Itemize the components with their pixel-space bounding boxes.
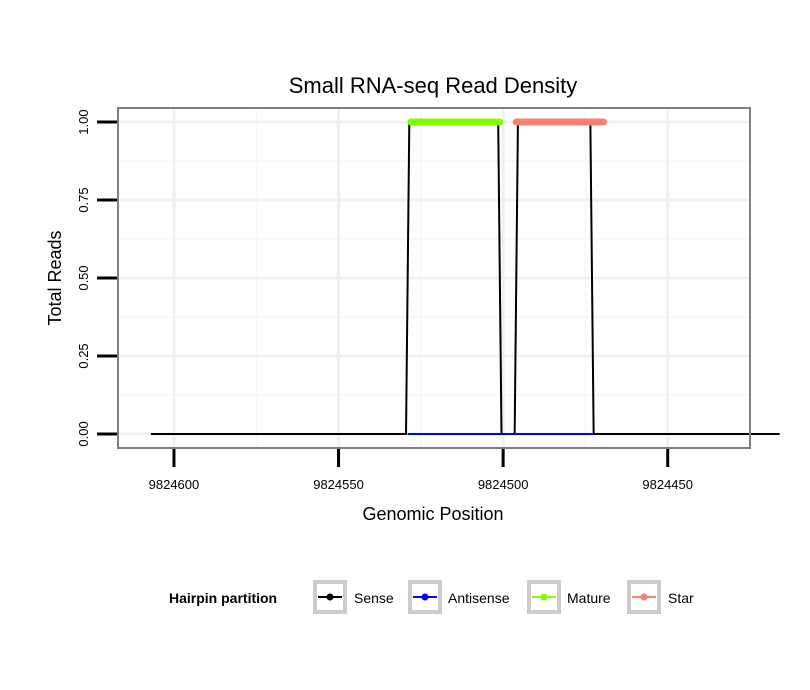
legend-item-mature: Mature bbox=[527, 580, 611, 614]
legend-title: Hairpin partition bbox=[169, 590, 277, 606]
y-tick-label-0: 0.00 bbox=[76, 421, 91, 446]
legend-item-antisense: Antisense bbox=[408, 580, 510, 614]
legend-key-point-sense bbox=[326, 593, 334, 601]
x-tick-label-0: 9824600 bbox=[149, 477, 200, 492]
legend-key-point-mature bbox=[540, 593, 548, 601]
legend-label-sense: Sense bbox=[354, 590, 394, 606]
legend-label-mature: Mature bbox=[567, 590, 611, 606]
y-axis: 0.00 0.25 0.50 0.75 1.00 bbox=[76, 109, 117, 447]
legend-label-antisense: Antisense bbox=[448, 590, 510, 606]
series-layer bbox=[150, 118, 780, 435]
x-tick-label-1: 9824550 bbox=[313, 477, 364, 492]
legend: Hairpin partition Sense Antisense Mature… bbox=[169, 580, 694, 614]
legend-item-star: Star bbox=[627, 580, 694, 614]
legend-key-point-star bbox=[640, 593, 648, 601]
chart-title: Small RNA-seq Read Density bbox=[289, 73, 578, 98]
legend-label-star: Star bbox=[668, 590, 694, 606]
y-axis-label: Total Reads bbox=[45, 230, 65, 325]
x-axis: 9824600 9824550 9824500 9824450 bbox=[149, 449, 693, 492]
legend-item-sense: Sense bbox=[313, 580, 394, 614]
y-tick-label-3: 0.75 bbox=[76, 187, 91, 212]
plot-panel-border bbox=[117, 107, 751, 449]
legend-key-point-antisense bbox=[421, 593, 429, 601]
x-axis-label: Genomic Position bbox=[362, 504, 503, 524]
x-tick-label-2: 9824500 bbox=[478, 477, 529, 492]
y-tick-label-4: 1.00 bbox=[76, 109, 91, 134]
y-tick-label-1: 0.25 bbox=[76, 343, 91, 368]
y-tick-label-2: 0.50 bbox=[76, 265, 91, 290]
grid-lines bbox=[118, 108, 750, 448]
x-tick-label-3: 9824450 bbox=[642, 477, 693, 492]
